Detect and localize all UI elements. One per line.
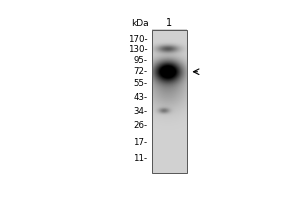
Text: kDa: kDa bbox=[131, 19, 148, 28]
Bar bbox=[152, 30, 187, 173]
Text: 26-: 26- bbox=[134, 121, 148, 130]
Text: 11-: 11- bbox=[134, 154, 148, 163]
Text: 130-: 130- bbox=[128, 45, 148, 54]
Text: 34-: 34- bbox=[134, 107, 148, 116]
Text: 1: 1 bbox=[166, 18, 172, 28]
Text: 17-: 17- bbox=[134, 138, 148, 147]
Text: 170-: 170- bbox=[128, 35, 148, 44]
Text: 43-: 43- bbox=[134, 93, 148, 102]
Text: 55-: 55- bbox=[134, 79, 148, 88]
Text: 72-: 72- bbox=[134, 67, 148, 76]
Text: 95-: 95- bbox=[134, 56, 148, 65]
